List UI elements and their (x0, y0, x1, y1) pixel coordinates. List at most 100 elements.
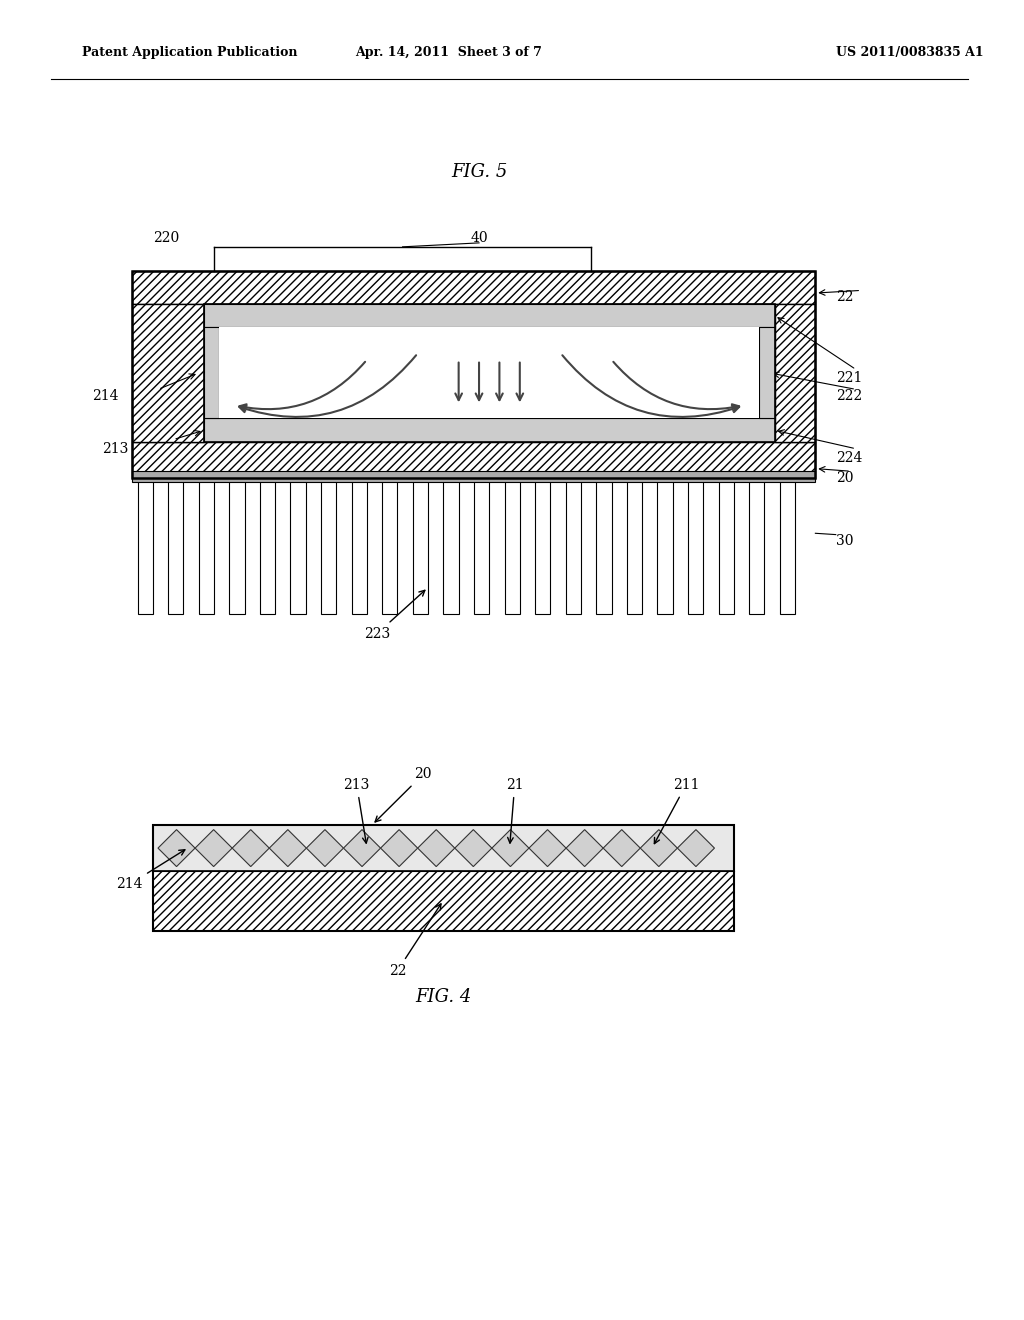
Bar (536, 478, 550, 614)
Polygon shape (640, 829, 677, 866)
Bar (774, 304, 815, 442)
Bar (132, 304, 204, 442)
Polygon shape (269, 829, 306, 866)
Polygon shape (429, 420, 450, 441)
Polygon shape (348, 420, 368, 441)
Polygon shape (632, 420, 652, 441)
Bar (204, 327, 219, 418)
Bar (132, 271, 815, 304)
Bar (137, 478, 153, 614)
Text: 213: 213 (102, 442, 128, 455)
Bar (443, 478, 459, 614)
Polygon shape (343, 829, 381, 866)
Polygon shape (530, 420, 551, 441)
Text: FIG. 5: FIG. 5 (451, 162, 507, 181)
Polygon shape (591, 305, 611, 326)
Polygon shape (450, 305, 469, 326)
Polygon shape (409, 305, 429, 326)
FancyArrowPatch shape (240, 362, 366, 411)
Bar (132, 442, 815, 478)
Polygon shape (692, 305, 713, 326)
Polygon shape (733, 305, 754, 326)
Polygon shape (226, 420, 247, 441)
Bar (132, 471, 815, 482)
Polygon shape (652, 305, 672, 326)
Text: 20: 20 (375, 767, 432, 822)
Bar (153, 825, 734, 871)
FancyArrowPatch shape (562, 355, 739, 417)
Polygon shape (551, 305, 570, 326)
Polygon shape (429, 305, 450, 326)
Polygon shape (388, 305, 409, 326)
Bar (750, 478, 765, 614)
Bar (168, 478, 183, 614)
Polygon shape (692, 420, 713, 441)
Polygon shape (226, 305, 247, 326)
Polygon shape (591, 420, 611, 441)
Polygon shape (368, 420, 388, 441)
Bar (199, 478, 214, 614)
FancyArrowPatch shape (613, 362, 739, 411)
Bar (760, 327, 774, 418)
Polygon shape (611, 305, 632, 326)
Polygon shape (418, 829, 455, 866)
Text: 220: 220 (153, 231, 179, 244)
Bar (322, 478, 336, 614)
Polygon shape (348, 305, 368, 326)
Bar (505, 478, 520, 614)
Polygon shape (603, 829, 640, 866)
Polygon shape (713, 305, 733, 326)
Polygon shape (368, 305, 388, 326)
Bar (219, 327, 760, 418)
Polygon shape (510, 305, 530, 326)
Polygon shape (469, 420, 489, 441)
Text: FIG. 4: FIG. 4 (415, 987, 471, 1006)
Bar (779, 478, 795, 614)
Text: 22: 22 (836, 290, 853, 304)
Bar (688, 478, 703, 614)
Polygon shape (206, 420, 226, 441)
Bar (204, 304, 774, 442)
Polygon shape (307, 305, 328, 326)
Polygon shape (677, 829, 715, 866)
Bar (565, 478, 581, 614)
Text: 214: 214 (116, 850, 185, 891)
Polygon shape (381, 829, 418, 866)
Text: 211: 211 (654, 777, 699, 843)
Text: 30: 30 (836, 535, 853, 548)
Text: 20: 20 (836, 471, 853, 484)
Polygon shape (529, 829, 566, 866)
Polygon shape (158, 829, 196, 866)
Polygon shape (409, 420, 429, 441)
Bar (351, 478, 367, 614)
Text: 40: 40 (470, 231, 487, 244)
Polygon shape (652, 420, 672, 441)
Polygon shape (306, 829, 343, 866)
Bar (204, 304, 774, 327)
Polygon shape (489, 420, 510, 441)
Bar (153, 871, 734, 931)
Polygon shape (266, 305, 287, 326)
Polygon shape (206, 305, 226, 326)
Polygon shape (388, 420, 409, 441)
Text: 21: 21 (506, 777, 523, 843)
Polygon shape (530, 305, 551, 326)
Bar (132, 271, 815, 478)
Text: 221: 221 (836, 371, 862, 384)
Polygon shape (469, 305, 489, 326)
Polygon shape (672, 420, 692, 441)
Bar (657, 478, 673, 614)
Bar (204, 418, 774, 442)
Bar (229, 478, 245, 614)
Polygon shape (551, 420, 570, 441)
Polygon shape (713, 420, 733, 441)
Polygon shape (570, 305, 591, 326)
FancyArrowPatch shape (240, 355, 416, 417)
Bar (291, 478, 306, 614)
Text: Patent Application Publication: Patent Application Publication (82, 46, 297, 59)
Polygon shape (266, 420, 287, 441)
Polygon shape (672, 305, 692, 326)
Polygon shape (247, 420, 266, 441)
Polygon shape (307, 420, 328, 441)
Polygon shape (232, 829, 269, 866)
